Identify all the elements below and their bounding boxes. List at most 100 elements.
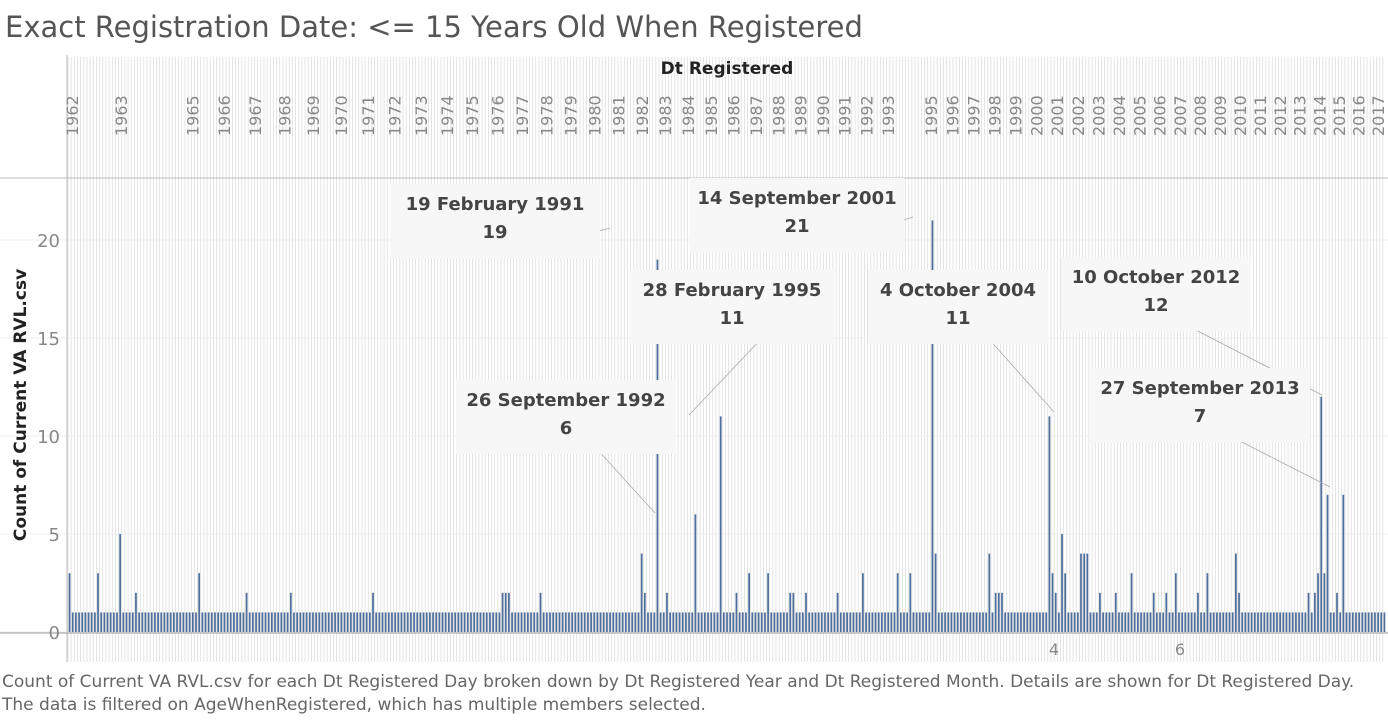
bar	[470, 612, 472, 632]
bar	[1095, 612, 1098, 632]
year-label: 1981	[609, 95, 628, 136]
bar	[612, 612, 615, 632]
bar	[836, 592, 839, 632]
bar	[757, 612, 760, 632]
bar	[479, 612, 482, 632]
bar	[1345, 612, 1348, 632]
bar	[84, 612, 87, 632]
bar	[1165, 592, 1168, 632]
bar	[343, 612, 346, 632]
bar	[1288, 612, 1291, 632]
year-label: 1962	[63, 95, 82, 136]
bar	[1133, 612, 1136, 632]
bar	[862, 573, 864, 632]
bar	[109, 612, 112, 632]
bar	[315, 612, 317, 632]
bar	[1225, 612, 1228, 632]
annotation-date: 14 September 2001	[697, 188, 896, 209]
annotation: 4 October 2004 11	[868, 270, 1055, 413]
year-label: 2009	[1211, 95, 1230, 136]
bar	[1301, 612, 1304, 632]
bar	[1118, 612, 1120, 632]
bar	[150, 612, 153, 632]
bar	[277, 612, 280, 632]
y-tick-labels: 0 5 10 15 20	[37, 231, 60, 644]
bar	[1149, 612, 1152, 632]
bar	[606, 612, 608, 632]
year-label: 2004	[1110, 95, 1129, 136]
bar	[1250, 612, 1253, 632]
bar	[640, 553, 643, 632]
page-title: Exact Registration Date: <= 15 Years Old…	[5, 10, 863, 44]
year-label: 1969	[304, 95, 323, 136]
bar	[457, 612, 460, 632]
bar	[909, 573, 912, 632]
bar	[131, 612, 134, 632]
bar	[659, 612, 662, 632]
bar	[327, 612, 330, 632]
bars	[68, 220, 1386, 632]
bar	[1355, 612, 1357, 632]
bar	[258, 612, 261, 632]
bottom-label: 4	[1049, 640, 1059, 659]
bar	[716, 612, 719, 632]
bar	[438, 612, 441, 632]
bar	[678, 612, 681, 632]
bar	[738, 612, 741, 632]
bar	[789, 592, 792, 632]
bar	[441, 612, 444, 632]
bar	[776, 612, 779, 632]
bar	[280, 612, 283, 632]
bar	[334, 612, 336, 632]
bar	[400, 612, 403, 632]
bar	[1358, 612, 1361, 632]
bar	[163, 612, 166, 632]
bar	[918, 612, 921, 632]
year-label: 1979	[562, 95, 581, 136]
bar	[372, 592, 374, 632]
bar	[293, 612, 295, 632]
bar	[122, 612, 125, 632]
bar	[530, 612, 532, 632]
vertical-gridlines	[67, 57, 1384, 662]
annotation-leader	[987, 337, 1055, 413]
bar	[906, 612, 909, 632]
x-axis-title: Dt Registered	[661, 59, 794, 79]
annotation: 26 September 1992 6	[456, 380, 676, 514]
bar	[925, 612, 927, 632]
bar	[466, 612, 469, 632]
year-label: 1992	[857, 95, 876, 136]
bar	[1370, 612, 1373, 632]
bar	[1111, 612, 1114, 632]
bar	[820, 612, 823, 632]
bar	[786, 612, 788, 632]
bar	[1013, 612, 1016, 632]
bar	[602, 612, 605, 632]
bar	[1263, 612, 1266, 632]
bar	[704, 612, 706, 632]
bar	[561, 612, 564, 632]
bar	[198, 573, 201, 632]
bar	[858, 612, 861, 632]
bar	[1064, 573, 1067, 632]
bar	[321, 612, 324, 632]
bar	[1374, 612, 1376, 632]
annotation-value: 12	[1143, 295, 1168, 316]
bar	[157, 612, 159, 632]
bar	[915, 612, 918, 632]
bar	[435, 612, 438, 632]
bar	[485, 612, 488, 632]
bar	[482, 612, 485, 632]
bar	[1143, 612, 1146, 632]
bar	[545, 612, 548, 632]
bar	[331, 612, 333, 632]
bar	[100, 612, 103, 632]
bar	[839, 612, 842, 632]
year-label: 2000	[1027, 95, 1046, 136]
bar	[195, 612, 197, 632]
year-label: 1970	[332, 95, 351, 136]
bar	[381, 612, 384, 632]
bar	[1159, 612, 1161, 632]
bar	[773, 612, 776, 632]
bar	[580, 612, 583, 632]
